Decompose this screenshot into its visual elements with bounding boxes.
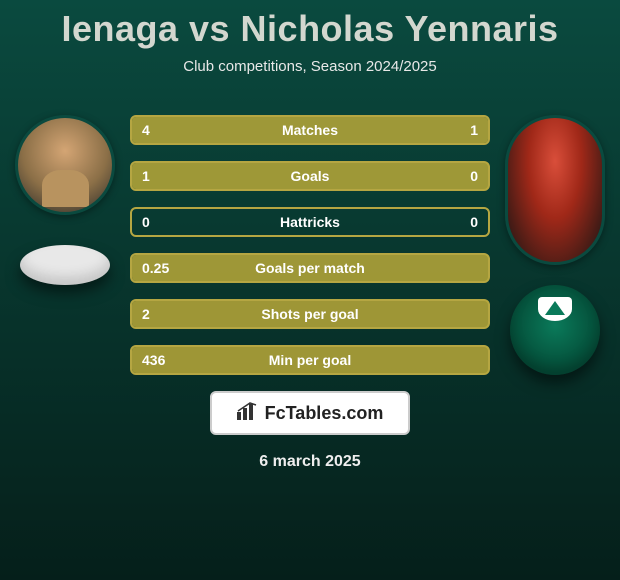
stat-label: Hattricks (280, 214, 340, 230)
stat-label: Goals per match (255, 260, 365, 276)
stat-row: 4 Matches 1 (130, 115, 490, 145)
player-left-club-badge (20, 245, 110, 285)
stat-label: Min per goal (269, 352, 351, 368)
footer-brand-badge: FcTables.com (210, 391, 410, 435)
player-right-column (500, 115, 610, 375)
stat-row: 0 Hattricks 0 (130, 207, 490, 237)
stat-value-right: 1 (470, 122, 478, 138)
subtitle: Club competitions, Season 2024/2025 (0, 58, 620, 75)
stat-fill-left (132, 117, 417, 143)
date-label: 6 march 2025 (0, 453, 620, 471)
player-right-avatar (505, 115, 605, 265)
stat-value-left: 436 (142, 352, 165, 368)
stat-value-left: 2 (142, 306, 150, 322)
stat-row: 1 Goals 0 (130, 161, 490, 191)
stat-value-left: 0 (142, 214, 150, 230)
stat-value-left: 4 (142, 122, 150, 138)
stat-value-left: 1 (142, 168, 150, 184)
stat-label: Goals (291, 168, 330, 184)
player-left-avatar (15, 115, 115, 215)
stats-container: 4 Matches 1 1 Goals 0 0 Hattricks 0 0.25 Goals per… (130, 115, 490, 375)
stat-label: Shots per goal (261, 306, 358, 322)
stat-value-left: 0.25 (142, 260, 169, 276)
footer-brand-text: FcTables.com (265, 403, 384, 424)
player-right-club-badge (510, 285, 600, 375)
stat-row: 436 Min per goal (130, 345, 490, 375)
player-left-column (10, 115, 120, 285)
stat-value-right: 0 (470, 214, 478, 230)
comparison-content: 4 Matches 1 1 Goals 0 0 Hattricks 0 0.25 Goals per… (0, 115, 620, 375)
stat-label: Matches (282, 122, 338, 138)
stat-value-right: 0 (470, 168, 478, 184)
page-title: Ienaga vs Nicholas Yennaris (0, 0, 620, 50)
stat-row: 0.25 Goals per match (130, 253, 490, 283)
stat-row: 2 Shots per goal (130, 299, 490, 329)
chart-icon (237, 402, 259, 425)
